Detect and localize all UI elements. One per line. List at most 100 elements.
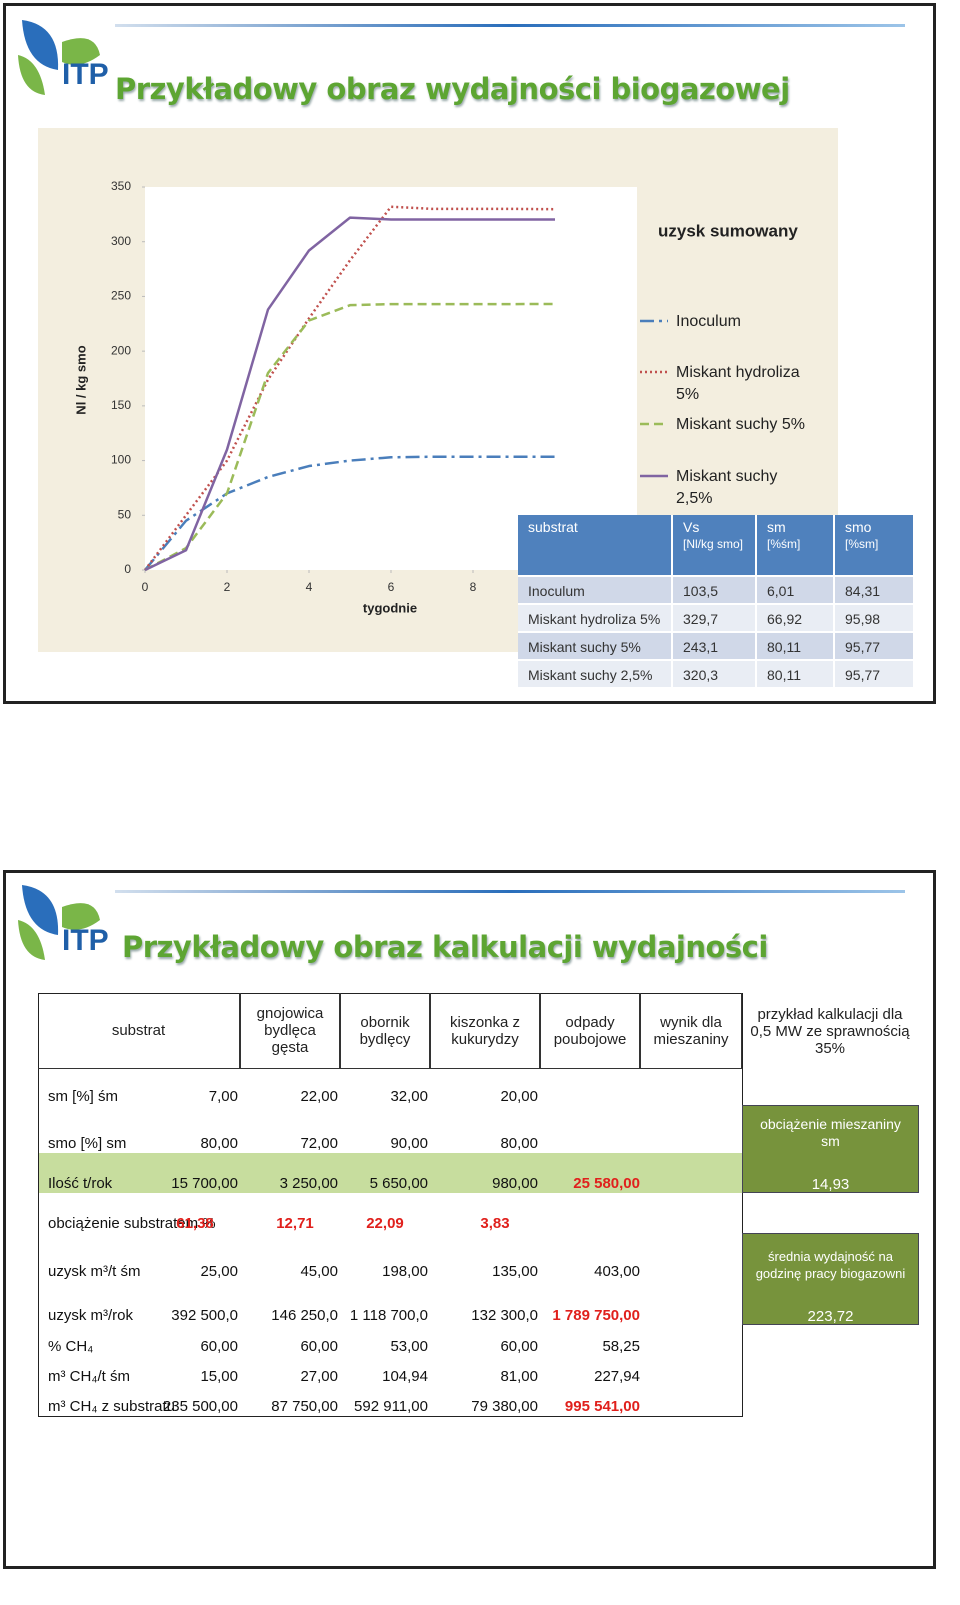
table-cell: 84,31 xyxy=(835,575,915,603)
y-tick-label: 150 xyxy=(111,398,131,412)
table-header-cell: odpady poubojowe xyxy=(540,993,640,1069)
table-cell: 227,94 xyxy=(594,1368,640,1385)
table-header-cell: kiszonka z kukurydzy xyxy=(430,993,540,1069)
table-cell: Miskant suchy 5% xyxy=(518,631,673,659)
row-label: m³ CH₄/t śm xyxy=(48,1368,130,1385)
plot-area xyxy=(145,187,637,570)
table-cell: 25 580,00 xyxy=(573,1175,640,1192)
legend-item: Inoculum xyxy=(676,313,741,330)
row-label: uzysk m³/t śm xyxy=(48,1263,141,1280)
table-cell: 403,00 xyxy=(594,1263,640,1280)
logo-leaves xyxy=(18,20,100,95)
table-cell: 3 250,00 xyxy=(279,1175,338,1192)
row-label: sm [%] śm xyxy=(48,1088,118,1105)
series-line xyxy=(143,205,556,571)
table-header-cell: przykład kalkulacji dla 0,5 MW ze sprawn… xyxy=(750,1005,910,1057)
table-header-cell: Vs [Nl/kg smo] xyxy=(673,515,757,575)
table-header-cell: obornik bydlęcy xyxy=(340,993,430,1069)
table-cell: 80,11 xyxy=(757,659,835,687)
table-header-cell: smo [%sm] xyxy=(835,515,915,575)
table-header-cell: gnojowica bydlęca gęsta xyxy=(240,993,340,1069)
y-tick-label: 300 xyxy=(111,234,131,248)
table-cell: 25,00 xyxy=(200,1263,238,1280)
side-box-label: obciążenie mieszaniny sm xyxy=(760,1116,901,1149)
table-cell: 980,00 xyxy=(492,1175,538,1192)
side-box-value: 14,93 xyxy=(811,1176,850,1193)
table-cell: 392 500,0 xyxy=(171,1307,238,1324)
table-cell: 135,00 xyxy=(492,1263,538,1280)
table-frame xyxy=(38,993,743,1417)
table-cell: 995 541,00 xyxy=(564,1398,640,1415)
y-tick-label: 0 xyxy=(124,562,131,576)
header-text: substrat xyxy=(528,519,578,535)
y-tick-label: 350 xyxy=(111,179,131,193)
row-label: % CH₄ xyxy=(48,1338,94,1355)
table-cell: 95,98 xyxy=(835,603,915,631)
slide-title: Przykładowy obraz kalkulacji wydajności xyxy=(122,930,768,964)
table-cell: 95,77 xyxy=(835,659,915,687)
table-header-cell: substrat xyxy=(518,515,673,575)
legend-label: Inoculum xyxy=(676,313,741,330)
series-line xyxy=(144,302,556,572)
table-cell: Miskant suchy 2,5% xyxy=(518,659,673,687)
table-cell: 90,00 xyxy=(390,1135,428,1152)
table-cell: 95,77 xyxy=(835,631,915,659)
legend-item: Miskant suchy 5% xyxy=(676,416,805,433)
table-cell: 104,94 xyxy=(382,1368,428,1385)
y-tick-label: 50 xyxy=(118,507,132,521)
x-tick-label: 4 xyxy=(306,580,313,594)
row-label: Ilość t/rok xyxy=(48,1175,113,1192)
table-cell: 66,92 xyxy=(757,603,835,631)
legend-label: Miskant suchy 5% xyxy=(676,416,805,433)
table-cell: Miskant hydroliza 5% xyxy=(518,603,673,631)
table-cell: 53,00 xyxy=(390,1338,428,1355)
chart: uzysk sumowany tygodnie Nl / kg smo 0 50 1… xyxy=(73,179,805,615)
chart-title: uzysk sumowany xyxy=(658,221,798,240)
header-rule xyxy=(115,890,905,893)
table-cell: 243,1 xyxy=(673,631,757,659)
table-cell: 27,00 xyxy=(300,1368,338,1385)
table-header-cell: wynik dla mieszaniny xyxy=(640,993,742,1069)
table-cell: 15,00 xyxy=(200,1368,238,1385)
table-cell: 15 700,00 xyxy=(171,1175,238,1192)
table-cell: 329,7 xyxy=(673,603,757,631)
header-text: sm xyxy=(767,519,786,535)
legend-item: Miskant suchy 2,5% xyxy=(676,468,778,507)
row-label: obciążenie substratem % xyxy=(48,1215,216,1232)
logo: ITP xyxy=(62,58,109,91)
highlight-band xyxy=(39,1153,742,1193)
table-cell: 5 650,00 xyxy=(369,1175,428,1192)
table-cell: 7,00 xyxy=(208,1088,238,1105)
row-label: smo [%] sm xyxy=(48,1135,127,1152)
table-cell: 592 911,00 xyxy=(354,1398,428,1415)
slide-frame xyxy=(3,3,936,704)
table-cell: 3,83 xyxy=(480,1215,510,1232)
table-cell: 80,11 xyxy=(757,631,835,659)
table-cell: 22,09 xyxy=(366,1215,404,1232)
x-axis-label: tygodnie xyxy=(363,600,417,615)
header-text: Vs xyxy=(683,519,700,535)
table-cell: 87 750,00 xyxy=(271,1398,338,1415)
table-cell: 6,01 xyxy=(757,575,835,603)
side-box-value: 223,72 xyxy=(807,1308,854,1325)
x-tick-label: 8 xyxy=(470,580,477,594)
table-cell: 81,00 xyxy=(500,1368,538,1385)
table-cell: 45,00 xyxy=(300,1263,338,1280)
table-cell: 80,00 xyxy=(500,1135,538,1152)
legend-label: Miskant suchy 2,5% xyxy=(676,468,778,507)
slide-title: Przykładowy obraz wydajności biogazowej xyxy=(115,72,790,106)
table-cell: 132 300,0 xyxy=(471,1307,538,1324)
logo-leaves xyxy=(18,885,100,960)
table-cell: 22,00 xyxy=(300,1088,338,1105)
table-cell: 72,00 xyxy=(300,1135,338,1152)
table-cell: 235 500,00 xyxy=(162,1398,238,1415)
side-box: średnia wydajność na godzinę pracy bioga… xyxy=(742,1233,919,1325)
table-cell: 60,00 xyxy=(500,1338,538,1355)
table-cell: 20,00 xyxy=(500,1088,538,1105)
table-cell: 103,5 xyxy=(673,575,757,603)
side-box: obciążenie mieszaniny sm 14,93 xyxy=(742,1105,919,1193)
x-tick-label: 0 xyxy=(142,580,149,594)
table-cell: 1 118 700,0 xyxy=(349,1307,428,1324)
row-label: uzysk m³/rok xyxy=(48,1307,134,1324)
header-unit: [%śm] xyxy=(767,537,801,551)
